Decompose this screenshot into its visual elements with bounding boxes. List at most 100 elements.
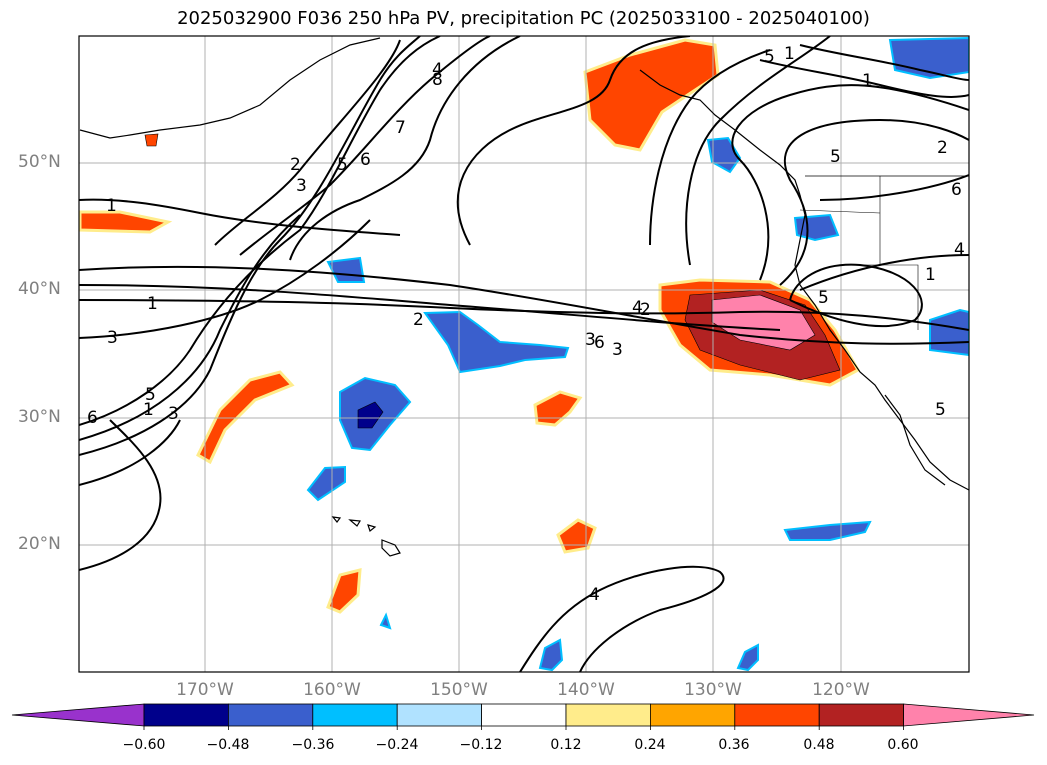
colorbar-extend-max [903,703,1035,727]
colorbar-segment [818,703,905,727]
contour-label: 5 [830,147,841,167]
contour-label: 6 [594,333,605,353]
pv-contour [79,265,969,345]
contour-label: 3 [296,176,307,196]
pv-contour [819,174,969,201]
map-title: 2025032900 F036 250 hPa PV, precipitatio… [177,8,870,29]
pv-contour [79,214,301,441]
contour-label: 4 [432,60,443,80]
precip-negative-patch [326,256,366,283]
hawaii-island [331,516,342,523]
precip-negative-patch [379,612,392,630]
pv-contour [731,84,969,281]
pv-contour [79,284,781,331]
contour-label: 3 [612,340,623,360]
precip-positive-patch [196,370,295,465]
contour-label: 5 [337,155,348,175]
contour-label: 1 [143,400,154,420]
contour-label: 6 [360,150,371,170]
colorbar-tick-label: −0.36 [291,737,335,753]
pv-contour [789,263,923,328]
hawaii-island [367,524,377,533]
colorbar-segment [312,703,398,727]
colorbar-segment [396,703,483,727]
precip-positive-patch [711,294,816,351]
pv-contour [79,36,441,426]
pv-contour [239,36,491,256]
colorbar-extend-min [11,703,145,727]
baja-california [884,394,946,486]
lat-label-30n: 30°N [18,407,61,427]
pv-contour [799,254,969,291]
colorbar-tick-label: 0.24 [634,737,666,753]
lon-label-130w: 130°W [684,680,742,700]
map-area [79,36,969,672]
alaska-coast [79,37,381,139]
contour-label: 8 [432,70,443,90]
contour-label: 1 [925,265,936,285]
precip-positive-patch [556,518,597,554]
contour-label: 1 [862,71,873,91]
precip-negative-patch [306,465,346,502]
pv-contour [79,419,162,571]
hawaii-island [381,539,401,557]
contour-label: 2 [640,300,651,320]
state-border [799,209,881,214]
contour-label: 4 [589,585,600,605]
lat-label-20n: 20°N [18,534,61,554]
hawaii-island [348,519,362,527]
pv-contours [79,36,969,672]
precip-negative-patch [929,308,969,357]
lon-label-150w: 150°W [430,680,488,700]
precip-negative-patch [357,401,384,429]
contour-label: 6 [87,408,98,428]
pv-contour [649,49,771,246]
pv-contour [79,198,401,236]
pv-contour [289,36,521,261]
contour-label: 3 [107,328,118,348]
contour-label: 2 [413,310,424,330]
precip-positive-patch [79,210,173,234]
pv-contour [79,36,421,456]
contour-label: 1 [784,44,795,64]
contour-label: 1 [106,196,117,216]
pv-contour [799,44,969,81]
colorbar-tick-label: 0.60 [887,737,919,753]
contour-label: 1 [147,294,158,314]
colorbar-segment [143,703,229,727]
colorbar-segment [481,703,567,727]
precip-negative-patch [423,310,570,374]
pv-contour [456,36,691,246]
contour-label: 4 [632,298,643,318]
contour-label: 7 [395,118,406,138]
lon-label-120w: 120°W [812,680,870,700]
contour-label: 2 [290,155,301,175]
colorbar-segment [565,703,651,727]
colorbar-tick-label: −0.48 [206,737,250,753]
colorbar-segment [650,703,736,727]
precip-negative-patch [736,643,759,672]
colorbar-tick-label: 0.48 [803,737,835,753]
contour-label: 5 [818,288,829,308]
precip-positive-patch [144,133,159,147]
contour-label: 3 [585,330,596,350]
contour-label: 5 [764,47,775,67]
colorbar [11,703,1035,730]
contour-label: 5 [935,400,946,420]
colorbar-tick-label: −0.24 [375,737,419,753]
us-west-coast [794,194,969,491]
gridlines [79,36,969,672]
lon-label-160w: 160°W [303,680,361,700]
pv-contour [79,219,371,339]
lat-label-40n: 40°N [18,279,61,299]
contour-label: 6 [951,180,962,200]
lon-label-170w: 170°W [176,680,234,700]
lat-label-50n: 50°N [18,152,61,172]
precip-positive-patch [583,38,720,152]
precip-positive-patch [326,568,362,614]
precip-negative-patch [783,520,872,541]
pv-contour [519,565,725,672]
precip-positive-patch [533,390,583,427]
contour-label: 2 [937,138,948,158]
